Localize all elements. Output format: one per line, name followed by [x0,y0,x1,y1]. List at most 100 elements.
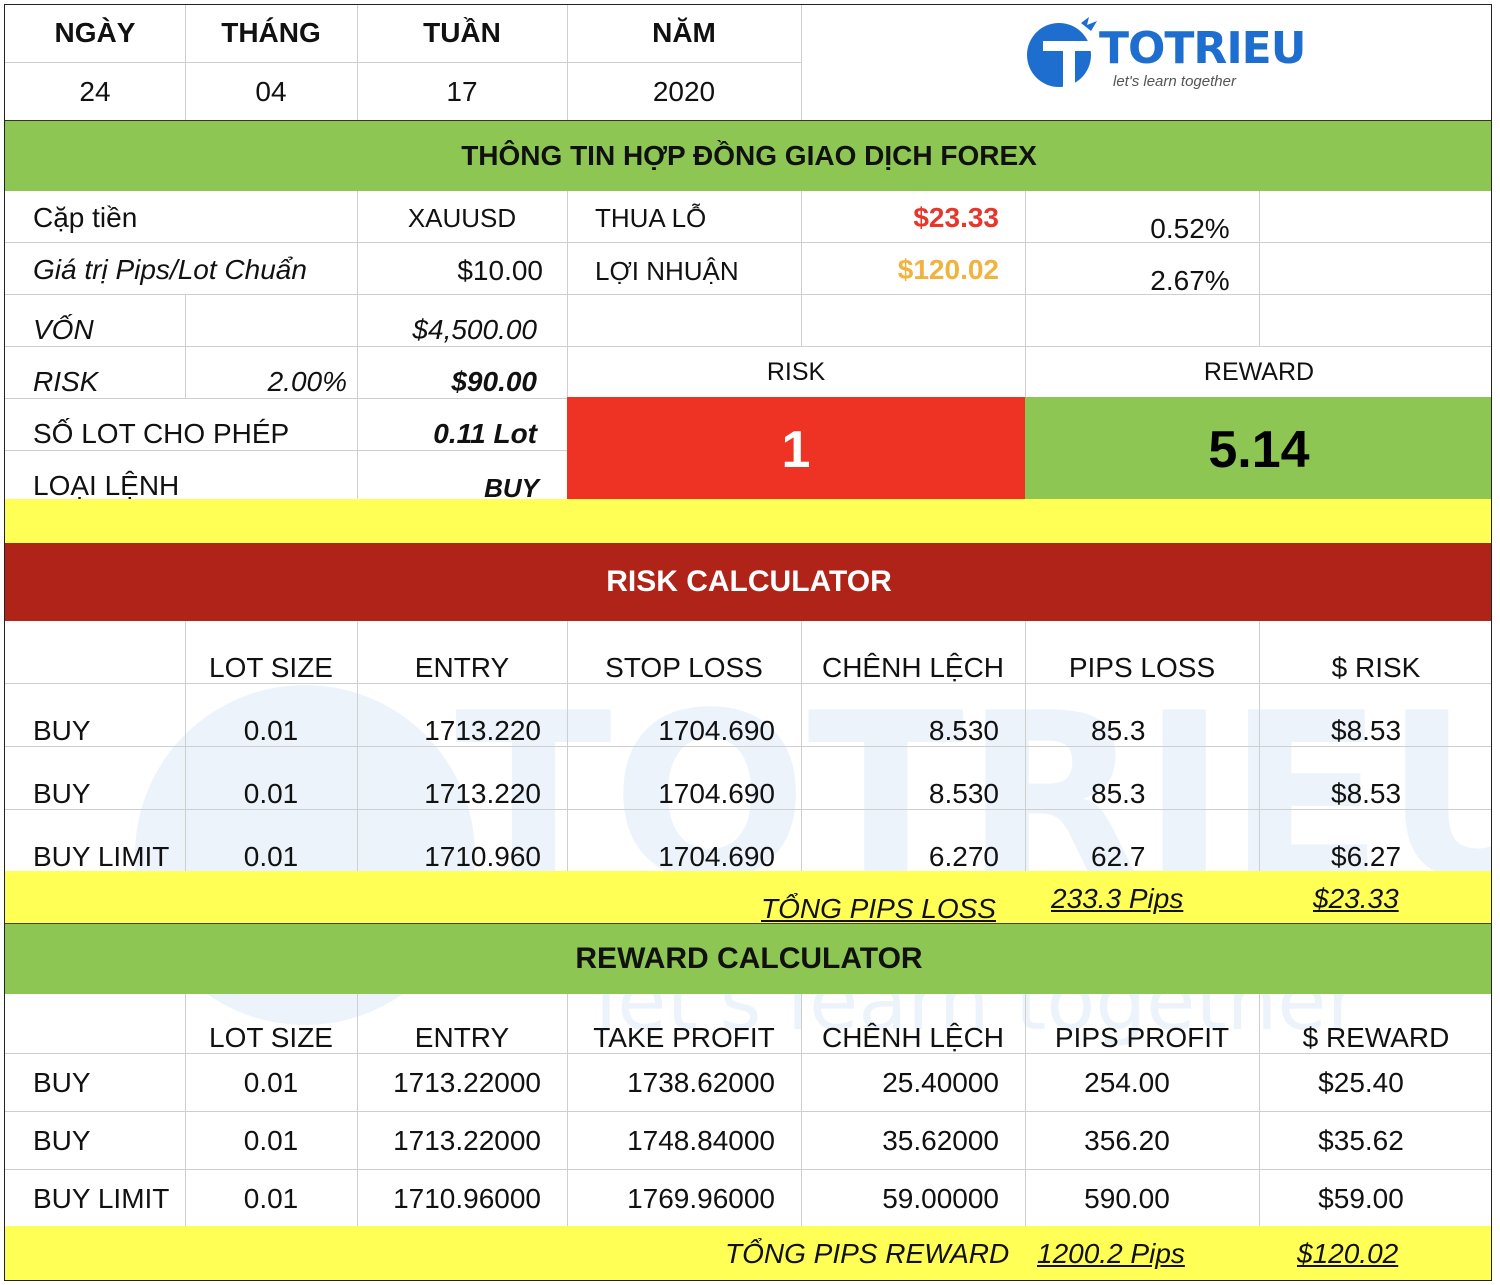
reward-row-type: BUY LIMIT [33,1183,170,1214]
header-day: NGÀY [54,17,136,48]
reward-row-diff: 59.00000 [882,1183,999,1214]
risk-row-stoploss: 1704.690 [658,841,775,872]
risk-ratio-box: 1 [567,397,1025,499]
risk-header-lot: LOT SIZE [209,652,333,683]
risk-row-pips: 85.3 [1091,715,1146,746]
risk-row-amount: $8.53 [1331,778,1402,809]
risk-row-diff: 8.530 [928,778,999,809]
reward-row-amount: $25.40 [1318,1067,1404,1098]
logo-text: TOTRIEU [1099,23,1306,74]
rr-reward-label: REWARD [1203,358,1315,386]
risk-row-entry: 1713.220 [424,715,541,746]
risk-row-diff: 8.530 [928,715,999,746]
profit-label: LỢI NHUẬN [595,256,739,286]
risk-calculator-banner: RISK CALCULATOR [5,543,1491,621]
reward-total-amount: $120.02 [1297,1238,1399,1269]
risk-header-stoploss: STOP LOSS [605,652,763,683]
risk-label: RISK [33,366,99,397]
reward-total-label: TỔNG PIPS REWARD [725,1238,1010,1269]
risk-row-diff: 6.270 [928,841,999,872]
reward-calculator-title: REWARD CALCULATOR [575,942,923,975]
reward-row-type: BUY [33,1067,91,1098]
reward-row-amount: $35.62 [1318,1125,1404,1156]
reward-total-pips: 1200.2 Pips [1037,1238,1185,1269]
risk-row-amount: $8.53 [1331,715,1402,746]
reward-row-pips: 254.00 [1084,1067,1170,1098]
risk-row-stoploss: 1704.690 [658,715,775,746]
yellow-spacer [5,499,1491,543]
capital-value: $4,500.00 [412,314,537,345]
risk-header-entry: ENTRY [414,652,510,683]
risk-row-amount: $6.27 [1331,841,1402,872]
lot-allowed-value: 0.11 Lot [433,418,537,449]
risk-row-type: BUY [33,778,91,809]
reward-row-takeprofit: 1769.96000 [627,1183,775,1214]
pip-value: $10.00 [457,255,543,286]
reward-row-diff: 35.62000 [882,1125,999,1156]
risk-total-amount: $23.33 [1313,883,1399,914]
reward-total-row: TỔNG PIPS REWARD 1200.2 Pips $120.02 [5,1226,1491,1280]
loss-percent: 0.52% [1150,213,1230,244]
forex-spreadsheet: TOTRIEU let's learn together NGÀY THÁNG … [4,4,1492,1281]
risk-row-entry: 1713.220 [424,778,541,809]
order-type-value: BUY [484,473,539,503]
risk-total-pips: 233.3 Pips [1051,883,1184,914]
month-value: 04 [255,76,287,107]
risk-header-amount: $ RISK [1331,652,1421,683]
reward-header-amount: $ REWARD [1302,1022,1450,1053]
risk-row-lot: 0.01 [243,715,299,746]
risk-total-label: TỔNG PIPS LOSS [761,893,996,924]
loss-value: $23.33 [913,202,999,233]
reward-row-entry: 1713.22000 [393,1125,541,1156]
logo-tagline: let's learn together [1113,73,1236,90]
contract-info-banner: THÔNG TIN HỢP ĐỒNG GIAO DỊCH FOREX [5,121,1491,191]
reward-row-lot: 0.01 [243,1183,299,1214]
reward-row-takeprofit: 1738.62000 [627,1067,775,1098]
header-month: THÁNG [221,17,321,48]
lot-allowed-label: SỐ LOT CHO PHÉP [33,418,290,449]
risk-total-row: TỔNG PIPS LOSS 233.3 Pips $23.33 [5,871,1491,924]
profit-percent: 2.67% [1150,265,1230,296]
order-type-label: LOẠI LỆNH [33,470,180,501]
day-value: 24 [79,76,111,107]
capital-label: VỐN [33,314,94,345]
pair-label: Cặp tiền [33,202,138,233]
risk-header-diff: CHÊNH LỆCH [821,652,1005,683]
profit-value: $120.02 [897,254,999,285]
header-week: TUẦN [423,17,501,48]
pair-value: XAUUSD [407,203,517,233]
reward-ratio-value: 5.14 [1208,421,1310,479]
risk-ratio-value: 1 [781,421,811,479]
risk-row-type: BUY LIMIT [33,841,170,872]
loss-label: THUA LỖ [595,203,707,233]
reward-row-amount: $59.00 [1318,1183,1404,1214]
risk-row-pips: 62.7 [1091,841,1146,872]
risk-amount: $90.00 [451,366,537,397]
reward-row-entry: 1713.22000 [393,1067,541,1098]
risk-row-stoploss: 1704.690 [658,778,775,809]
reward-row-diff: 25.40000 [882,1067,999,1098]
reward-row-lot: 0.01 [243,1067,299,1098]
risk-row-lot: 0.01 [243,841,299,872]
reward-header-diff: CHÊNH LỆCH [821,1022,1005,1053]
reward-header-pips: PIPS PROFIT [1054,1022,1230,1053]
reward-row-lot: 0.01 [243,1125,299,1156]
risk-calculator-title: RISK CALCULATOR [606,565,892,598]
logo-emblem-icon [1027,17,1097,87]
risk-row-type: BUY [33,715,91,746]
year-value: 2020 [652,76,716,107]
risk-header-pips: PIPS LOSS [1068,652,1216,683]
reward-header-entry: ENTRY [414,1022,510,1053]
risk-row-lot: 0.01 [243,778,299,809]
reward-row-pips: 356.20 [1084,1125,1170,1156]
reward-header-lot: LOT SIZE [209,1022,333,1053]
reward-row-pips: 590.00 [1084,1183,1170,1214]
reward-row-entry: 1710.96000 [393,1183,541,1214]
reward-row-type: BUY [33,1125,91,1156]
totrieu-logo: TOTRIEU let's learn together [1025,11,1306,101]
header-year: NĂM [652,17,716,48]
contract-info-title: THÔNG TIN HỢP ĐỒNG GIAO DỊCH FOREX [461,140,1037,171]
rr-risk-label: RISK [766,358,826,386]
pip-value-label: Giá trị Pips/Lot Chuẩn [33,254,307,285]
reward-calculator-banner: REWARD CALCULATOR [5,924,1491,994]
